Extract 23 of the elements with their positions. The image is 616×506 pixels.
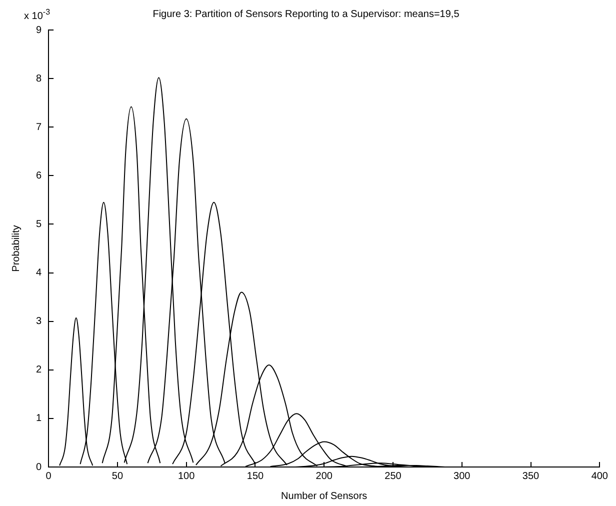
y-tick-label: 0 (36, 462, 42, 473)
y-tick-label: 5 (36, 218, 42, 230)
x-tick-label: 350 (522, 470, 540, 482)
chart-title: Figure 3: Partition of Sensors Reporting to a Supervisor: means=19,5 (152, 8, 460, 20)
y-tick-label: 1 (36, 413, 42, 424)
y-axis-title: Probability (10, 225, 22, 272)
x-tick-label: 150 (246, 470, 264, 482)
x-tick-label: 400 (591, 470, 608, 482)
x-tick-label: 0 (46, 470, 52, 482)
x-tick-label: 200 (316, 470, 333, 482)
y-tick-label: 9 (36, 24, 42, 36)
x-axis-title: Number of Sensors (281, 490, 368, 502)
y-tick-label: 4 (36, 268, 42, 279)
y-tick-label: 6 (36, 170, 42, 182)
y-tick-label: 8 (36, 73, 42, 84)
y-tick-label: 7 (36, 122, 42, 133)
x-tick-label: 250 (384, 470, 402, 482)
text: x 10$^{-3}$ (24, 8, 50, 22)
y-tick-label: 2 (36, 364, 42, 376)
x-tick-label: 100 (178, 470, 196, 482)
x-tick-label: 50 (112, 470, 124, 482)
x-tick-label: 300 (454, 470, 471, 482)
y-tick-label: 3 (36, 316, 42, 328)
